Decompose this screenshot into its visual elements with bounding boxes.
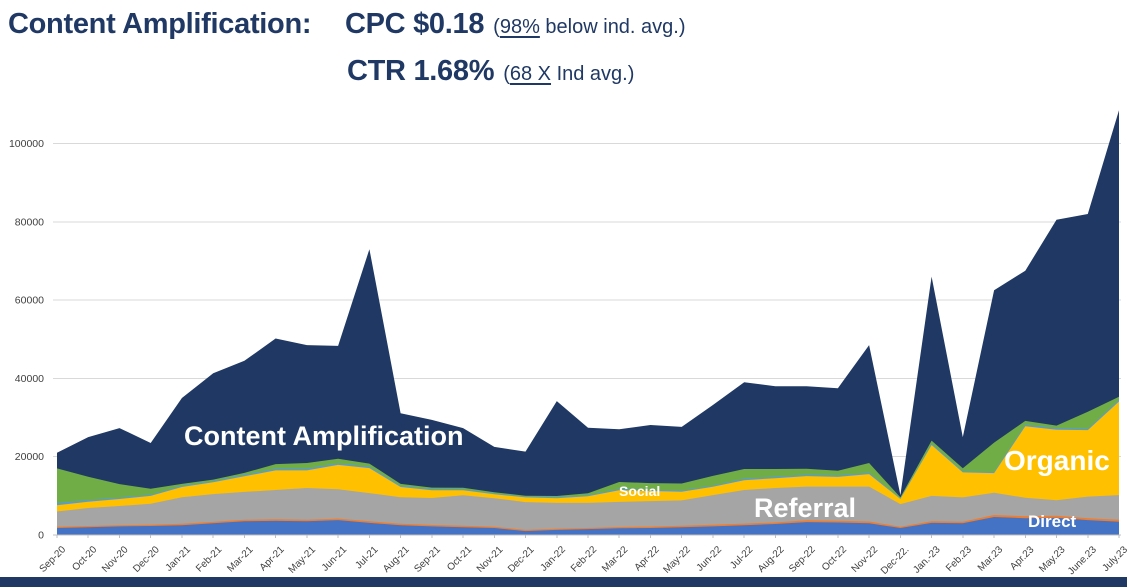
cpc-stat: CPC $0.18 (98% below ind. avg.) [345, 8, 686, 41]
cpc-value: CPC $0.18 [345, 8, 485, 40]
series-label-social: Social [619, 483, 661, 499]
x-tick-label: Oct-20 [70, 544, 99, 573]
series-label-referral: Referral [754, 493, 857, 523]
x-tick-label: Sep-20 [38, 544, 69, 575]
x-tick-label: Nov-21 [475, 544, 506, 575]
area-series-content-amplification [57, 110, 1119, 535]
title-content-amplification: Content Amplification: [8, 8, 312, 40]
x-tick-label: Feb-22 [569, 544, 599, 574]
x-tick-label: May-22 [661, 544, 693, 576]
x-tick-label: Jul-22 [728, 544, 755, 571]
x-tick-label: Mar.23 [976, 544, 1006, 574]
x-tick-label: Jan-22 [539, 544, 569, 574]
x-tick-label: Dec-20 [131, 544, 162, 575]
x-tick-label: Sep-21 [412, 544, 443, 575]
x-tick-label: Feb-21 [194, 544, 224, 574]
y-tick-label: 100000 [9, 138, 44, 150]
x-tick-label: Jan-21 [164, 544, 194, 574]
x-tick-label: Jan.-23 [911, 544, 943, 576]
x-tick-label: Nov-20 [100, 544, 131, 575]
x-tick-label: Dec-22. [879, 544, 912, 577]
x-tick-label: Feb.23 [944, 544, 974, 574]
ctr-value: CTR 1.68% [347, 55, 495, 87]
y-tick-label: 0 [38, 530, 44, 542]
x-tick-label: Oct-21 [445, 544, 474, 573]
x-tick-label: Mar-22 [600, 544, 630, 574]
cpc-note: (98% below ind. avg.) [493, 16, 686, 38]
x-tick-label: Nov-22 [850, 544, 881, 575]
series-label-direct: Direct [1028, 512, 1077, 531]
slide-title-prefix: Content Amplification: [8, 8, 312, 41]
x-tick-label: Dec-21 [506, 544, 537, 575]
x-tick-label: July.23 [1100, 544, 1127, 574]
x-tick-label: Jul-21 [353, 544, 380, 571]
ctr-note-underlined: 68 X [509, 63, 552, 85]
series-label-organic: Organic [1004, 445, 1110, 476]
x-tick-label: Aug-22 [756, 544, 787, 575]
area-series-direct [57, 517, 1119, 535]
x-tick-label: Jun-22 [695, 544, 725, 574]
x-tick-label: Sep-22 [787, 544, 818, 575]
x-tick-label: Mar-21 [225, 544, 255, 574]
y-tick-label: 20000 [15, 451, 44, 463]
y-tick-label: 40000 [15, 373, 44, 385]
bottom-accent-bar [0, 577, 1127, 587]
series-label-content-amplification: Content Amplification [184, 421, 464, 451]
y-tick-label: 60000 [15, 295, 44, 307]
ctr-stat: CTR 1.68% (68 X Ind avg.) [347, 55, 634, 88]
x-tick-label: May-21 [287, 544, 319, 576]
x-tick-label: Jun-21 [320, 544, 350, 574]
x-tick-label: Apr-21 [258, 544, 287, 573]
ctr-note: (68 X Ind avg.) [503, 63, 635, 85]
x-tick-label: Aug-21 [381, 544, 412, 575]
x-tick-label: June.23 [1066, 544, 1099, 577]
x-tick-label: Apr-22 [633, 544, 662, 573]
y-tick-label: 80000 [15, 216, 44, 228]
x-tick-label: May.23 [1037, 544, 1068, 575]
cpc-note-underlined: 98% [499, 16, 540, 38]
x-tick-label: Oct-22 [820, 544, 849, 573]
x-tick-label: Apr.23 [1008, 544, 1037, 573]
